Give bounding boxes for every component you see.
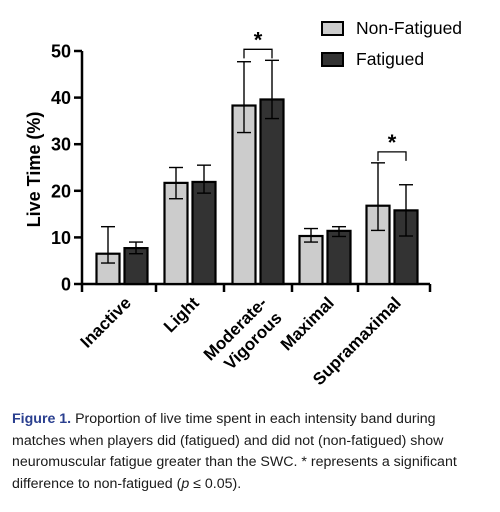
y-tick-label: 40 [51,88,71,108]
y-tick-label: 0 [61,275,71,295]
bar [298,234,324,286]
x-tick-label-line: Light [160,293,203,336]
figure-caption: Figure 1. Proportion of live time spent … [12,409,490,495]
x-tick-label: Moderate-Vigorous [200,293,286,379]
y-tick-label: 50 [51,42,71,62]
y-tick-label: 30 [51,135,71,155]
significance-asterisk: * [388,130,397,155]
x-tick-label: Inactive [77,293,135,351]
bar [259,98,285,286]
bar [191,180,217,286]
x-tick-label-line: Maximal [277,293,338,354]
caption-text: Proportion of live time spent in each in… [12,411,457,492]
caption-text-end: ≤ 0.05). [189,475,242,492]
legend: Non-Fatigued Fatigued [321,18,462,69]
legend-label: Non-Fatigued [356,18,462,38]
y-tick-label: 20 [51,181,71,201]
significance-bracket [243,48,273,59]
x-tick-label: Maximal [277,293,338,354]
legend-swatch [321,52,344,67]
significance-markers: ** [243,27,407,161]
x-tick-label-line: Inactive [77,293,135,351]
significance-asterisk: * [254,27,263,52]
bars [95,98,419,286]
legend-label: Fatigued [356,49,424,69]
legend-swatch [321,21,344,36]
x-tick-label: Light [160,293,203,336]
caption-label: Figure 1. [12,411,72,427]
axes: 0 10 20 30 40 50 Live Time (%) [24,42,432,295]
y-axis-title: Live Time (%) [24,112,44,228]
caption-p-symbol: p [181,475,190,492]
error-bars [101,59,413,264]
significance-bracket [377,151,407,161]
category-labels: Inactive LightModerate-VigorousMaximalSup… [77,293,405,389]
y-tick-label: 10 [51,228,71,248]
bar [326,229,352,286]
